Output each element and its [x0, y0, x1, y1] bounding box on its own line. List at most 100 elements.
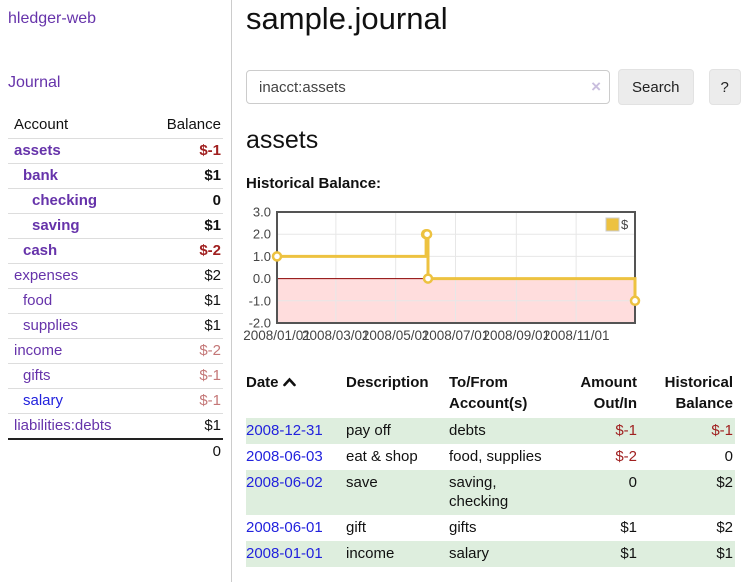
- transaction-description: save: [346, 473, 378, 491]
- search-input[interactable]: [246, 70, 610, 105]
- account-row: gifts $-1: [8, 363, 223, 389]
- account-balance: $-1: [142, 363, 223, 389]
- page-title: sample.journal: [246, 1, 448, 36]
- help-button[interactable]: ?: [708, 69, 741, 106]
- transaction-balance: $-1: [711, 421, 733, 439]
- chart-point: [271, 250, 283, 262]
- transaction-accounts: gifts: [449, 518, 477, 536]
- account-link-assets[interactable]: assets: [14, 142, 61, 159]
- account-link-gifts[interactable]: gifts: [23, 367, 51, 384]
- accounts-header-balance: Balance: [142, 112, 223, 139]
- account-balance: $2: [142, 263, 223, 289]
- brand-link[interactable]: hledger-web: [8, 10, 97, 27]
- account-row: bank $1: [8, 163, 223, 189]
- historical-balance-chart: 3.0 2.0 1.0 0.0 -1.0 -2.0 2008/01/01 2008/03/01…: [243, 204, 741, 349]
- account-link-food[interactable]: food: [23, 292, 53, 309]
- chart-x-tick-label: 2008/05/01: [362, 328, 430, 343]
- account-row: expenses $2: [8, 263, 223, 289]
- transaction-accounts: salary: [449, 544, 490, 562]
- account-link-cash[interactable]: cash: [23, 242, 58, 259]
- account-link-liabilities-debts[interactable]: liabilities:debts: [14, 417, 112, 434]
- accounts-total-value: 0: [142, 438, 223, 464]
- transaction-date-link[interactable]: 2008-06-03: [246, 447, 323, 465]
- chart-x-tick-label: 2008/01/01: [243, 328, 311, 343]
- transaction-date-link[interactable]: 2008-06-01: [246, 518, 323, 536]
- chart-y-tick-label: -1.0: [249, 293, 271, 308]
- chart-label: Historical Balance:: [246, 174, 382, 192]
- sort-ascending-icon: [282, 372, 296, 393]
- register-header-row: Date Description To/From Account(s) Amou…: [246, 370, 735, 418]
- transaction-balance: $2: [716, 518, 733, 536]
- account-balance: $-2: [142, 238, 223, 264]
- chart-y-tick-label: 0.0: [253, 271, 271, 286]
- account-row: income $-2: [8, 338, 223, 364]
- sidebar-nav: Journal: [8, 74, 223, 92]
- account-row: salary $-1: [8, 388, 223, 414]
- account-row: supplies $1: [8, 313, 223, 339]
- account-balance: $1: [142, 313, 223, 339]
- transaction-amount: $1: [620, 518, 637, 536]
- transaction-balance: 0: [724, 447, 733, 465]
- transaction-amount: $1: [620, 544, 637, 562]
- register-header-amount: Amount Out/In: [580, 373, 637, 412]
- transaction-date-link[interactable]: 2008-01-01: [246, 544, 323, 562]
- account-link-supplies[interactable]: supplies: [23, 317, 79, 334]
- chart-x-tick-label: 2008/07/01: [422, 328, 490, 343]
- transaction-date-link[interactable]: 2008-12-31: [246, 421, 323, 439]
- account-link-salary[interactable]: salary: [23, 392, 64, 409]
- register-row: 2008-12-31 pay off debts $-1 $-1: [246, 417, 735, 444]
- chart-y-tick-label: -2.0: [249, 315, 271, 330]
- main-content: sample.journal × Search ? assets Histori…: [232, 0, 742, 582]
- clear-search-icon[interactable]: ×: [591, 77, 601, 97]
- account-row: food $1: [8, 288, 223, 314]
- chart-x-tick-label: 2008/09/01: [483, 328, 551, 343]
- register-header-accounts: To/From Account(s): [449, 373, 528, 412]
- chart-legend-label: $: [621, 217, 629, 232]
- transaction-description: income: [346, 544, 395, 562]
- account-balance: $1: [142, 213, 223, 239]
- account-row: cash $-2: [8, 238, 223, 264]
- register-header-date-label: Date: [246, 373, 279, 391]
- transaction-amount: $-2: [615, 447, 637, 465]
- account-balance: 0: [142, 188, 223, 214]
- account-row: assets $-1: [8, 139, 223, 164]
- chart-border: [276, 210, 636, 324]
- chart-point: [422, 273, 434, 284]
- account-balance: $1: [142, 413, 223, 439]
- accounts-header-account: Account: [8, 112, 143, 139]
- sidebar: hledger-web Journal Account Balance asse…: [0, 0, 232, 582]
- transaction-amount: 0: [628, 473, 637, 491]
- account-balance: $-1: [142, 388, 223, 414]
- transaction-description: eat & shop: [346, 447, 418, 465]
- register-header-date: Date: [246, 370, 346, 418]
- account-balance: $1: [142, 288, 223, 314]
- transaction-accounts: debts: [449, 421, 486, 439]
- account-balance: $1: [142, 163, 223, 189]
- chart-y-tick-label: 3.0: [253, 204, 271, 219]
- transaction-accounts: food, supplies: [449, 447, 542, 465]
- chart-y-tick-label: 1.0: [253, 249, 271, 264]
- transaction-accounts: saving, checking: [449, 473, 509, 510]
- register-header-description: Description: [346, 373, 429, 391]
- account-row: saving $1: [8, 213, 223, 239]
- account-link-income[interactable]: income: [14, 342, 63, 359]
- register-row: 2008-06-01 gift gifts $1 $2: [246, 515, 735, 541]
- account-link-checking[interactable]: checking: [32, 192, 98, 209]
- sidebar-item-journal[interactable]: Journal: [8, 74, 61, 91]
- account-balance: $-1: [199, 142, 221, 159]
- chart-x-tick-label: 2008/11/01: [543, 328, 610, 343]
- transaction-description: gift: [346, 518, 367, 536]
- account-link-saving[interactable]: saving: [32, 217, 80, 234]
- register-header-balance: Historical Balance: [664, 373, 733, 412]
- search-button[interactable]: Search: [618, 69, 694, 106]
- chart-x-tick-label: 2008/03/01: [302, 328, 370, 343]
- register-row: 2008-06-03 eat & shop food, supplies $-2…: [246, 444, 735, 470]
- account-row: checking 0: [8, 188, 223, 214]
- accounts-total-row: 0: [8, 438, 223, 464]
- transaction-date-link[interactable]: 2008-06-02: [246, 473, 323, 491]
- account-link-bank[interactable]: bank: [23, 167, 59, 184]
- account-link-expenses[interactable]: expenses: [14, 267, 79, 284]
- account-heading: assets: [246, 126, 319, 155]
- accounts-table: Account Balance assets $-1 bank $1 check…: [8, 112, 223, 464]
